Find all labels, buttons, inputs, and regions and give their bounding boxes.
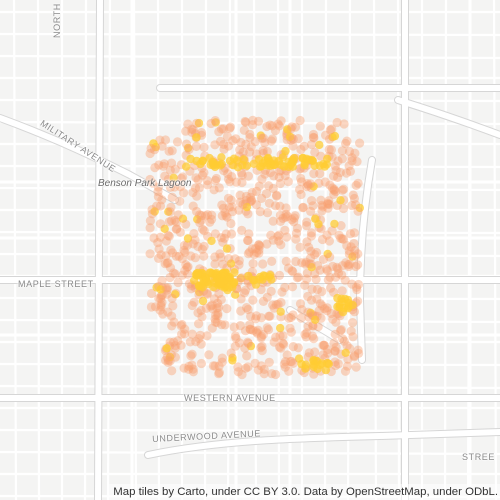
street-label-north: NORTH [52,3,62,38]
street-label-western-avenue: WESTERN AVENUE [184,393,276,403]
street-label-maple-street: MAPLE STREET [18,279,94,289]
street-label-edge: STREE [462,452,496,462]
map-attribution: Map tiles by Carto, under CC BY 3.0. Dat… [107,484,500,500]
park-label-benson-park-lagoon: Benson Park Lagoon [98,178,192,189]
